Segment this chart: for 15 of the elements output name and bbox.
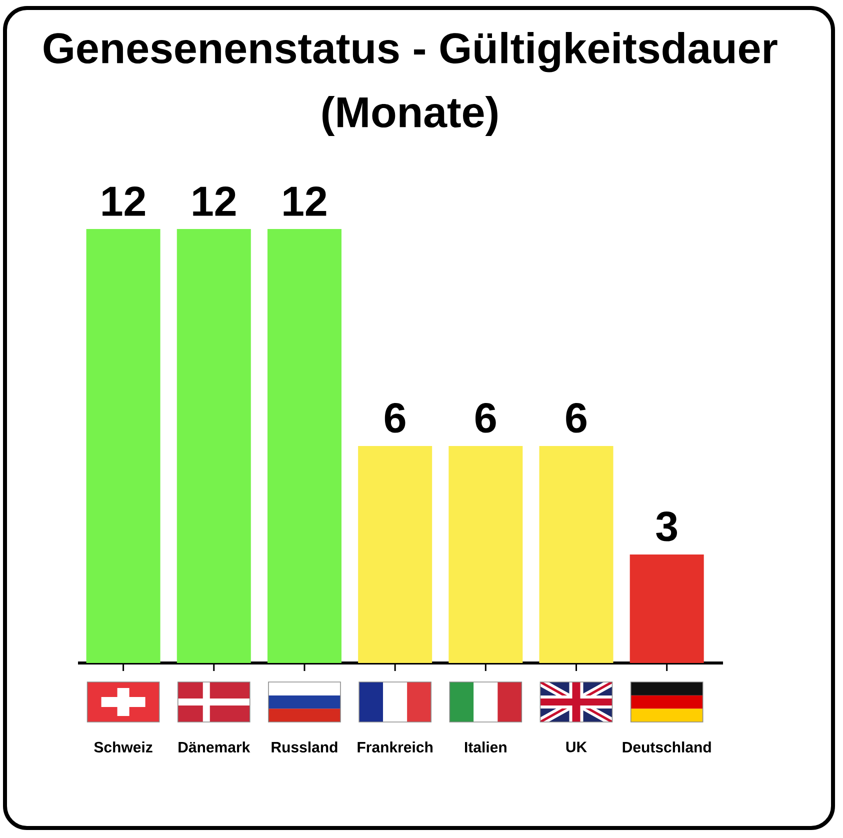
data-label: 12: [193, 186, 236, 216]
x-tick-label: Schweiz: [94, 741, 152, 752]
data-label: 12: [102, 186, 145, 216]
x-tick-label: Dänemark: [178, 741, 250, 752]
chart-title: Genesenenstatus - Gültigkeitsdauer (Monate): [44, 32, 778, 136]
x-tick-label: Russland: [272, 741, 338, 752]
data-label: 3: [656, 512, 678, 542]
x-tick-label: Italien: [464, 741, 506, 752]
data-label: 6: [566, 403, 586, 433]
data-label: 6: [476, 403, 496, 433]
x-tick-label: Deutschland: [622, 741, 711, 752]
data-label: 6: [384, 403, 406, 433]
data-label: 12: [284, 186, 326, 216]
x-tick-label: UK: [566, 742, 587, 752]
x-tick-label: Frankreich: [358, 741, 432, 752]
